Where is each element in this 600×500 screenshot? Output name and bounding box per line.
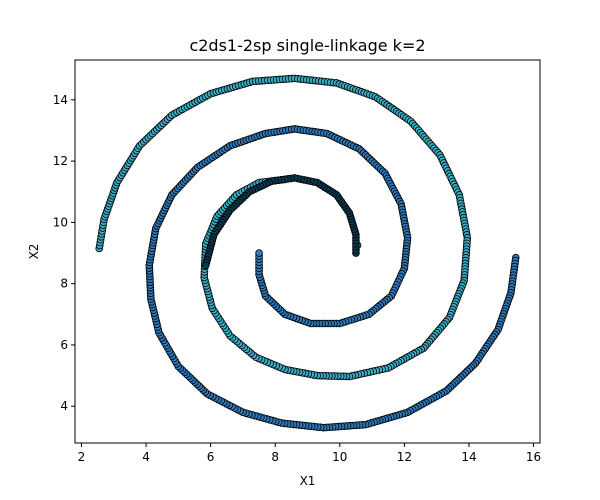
x-tick-label: 14 (461, 450, 476, 464)
y-axis-label: X2 (27, 244, 41, 260)
data-point (201, 261, 210, 270)
x-ticks: 2 4 6 8 10 12 14 16 (78, 443, 541, 464)
x-tick-label: 8 (271, 450, 279, 464)
x-axis-label: X1 (300, 474, 316, 488)
x-tick-label: 6 (207, 450, 215, 464)
y-tick-label: 12 (53, 154, 68, 168)
points-layer (95, 74, 520, 432)
x-tick-label: 10 (332, 450, 347, 464)
x-tick-label: 2 (78, 450, 86, 464)
y-tick-label: 10 (53, 215, 68, 229)
y-ticks: 4 6 8 10 12 14 (53, 93, 75, 413)
y-tick-label: 14 (53, 93, 68, 107)
plot-frame (74, 59, 541, 444)
x-tick-label: 12 (397, 450, 412, 464)
y-tick-label: 6 (60, 338, 68, 352)
x-tick-label: 4 (142, 450, 150, 464)
data-point (255, 249, 263, 257)
y-tick-label: 8 (60, 277, 68, 291)
y-tick-label: 4 (60, 399, 68, 413)
chart-title: c2ds1-2sp single-linkage k=2 (189, 36, 425, 55)
x-tick-label: 16 (526, 450, 541, 464)
